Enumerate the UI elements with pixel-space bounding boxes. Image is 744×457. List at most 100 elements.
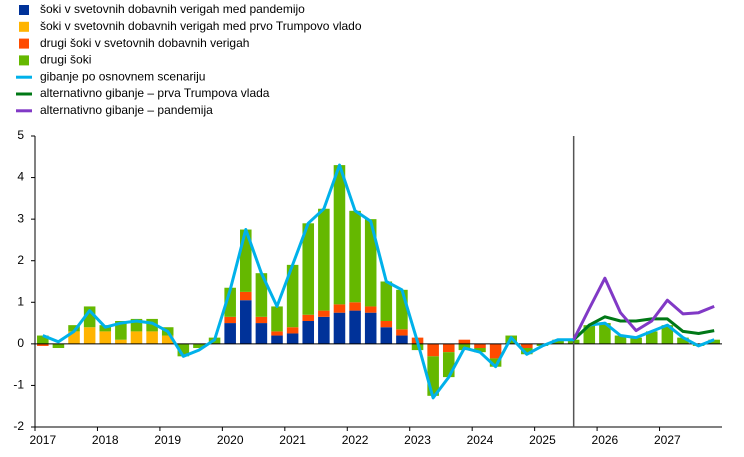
bar: [224, 316, 236, 324]
bar: [364, 312, 377, 344]
bar: [333, 304, 346, 313]
bar: [193, 343, 205, 349]
bar: [37, 343, 49, 346]
bar: [146, 331, 158, 344]
legend-swatch: [19, 21, 29, 32]
legend-swatch: [19, 5, 29, 15]
bar: [349, 302, 361, 311]
bar: [224, 323, 236, 344]
bar: [302, 314, 315, 321]
bar: [115, 320, 127, 340]
bar: [489, 343, 502, 359]
bar: [240, 229, 252, 292]
bar: [115, 339, 127, 344]
bar: [396, 289, 408, 330]
bar: [630, 337, 642, 344]
x-tick-label: 2020: [217, 433, 244, 447]
bar: [83, 327, 96, 344]
bar: [427, 343, 439, 357]
x-tick-label: 2019: [154, 433, 181, 447]
x-tick-label: 2025: [529, 433, 556, 447]
y-tick-label: 3: [17, 211, 24, 225]
bar: [83, 306, 96, 328]
bar: [396, 329, 408, 336]
bar: [318, 316, 330, 344]
line: [572, 315, 715, 341]
bar: [380, 327, 393, 344]
bar: [318, 208, 330, 311]
x-tick-label: 2024: [467, 433, 494, 447]
bar: [349, 210, 361, 303]
y-tick-label: 4: [17, 170, 24, 184]
bar: [318, 310, 330, 317]
x-tick-label: 2026: [592, 433, 619, 447]
bar: [521, 348, 533, 355]
bar: [364, 219, 377, 307]
x-tick-label: 2018: [92, 433, 119, 447]
bar: [333, 165, 346, 305]
bar: [286, 264, 299, 328]
bar: [68, 331, 80, 344]
bar: [489, 358, 502, 367]
bar: [442, 352, 455, 378]
legend-label: drugi šoki: [40, 53, 91, 67]
bar: [521, 343, 533, 349]
y-tick-label: -1: [13, 378, 24, 392]
bar: [583, 325, 596, 344]
bar: [349, 310, 361, 344]
bar: [130, 331, 143, 344]
bar: [130, 318, 143, 332]
bar: [271, 331, 283, 336]
bar: [645, 331, 658, 344]
bar: [271, 306, 283, 332]
bar: [52, 343, 65, 349]
legend-label: drugi šoki v svetovnih dobavnih verigah: [40, 36, 249, 50]
bar: [614, 335, 627, 344]
y-tick-label: 2: [17, 253, 24, 267]
bar: [552, 339, 564, 344]
bar: [474, 348, 486, 353]
bar: [380, 281, 393, 321]
line: [572, 276, 715, 341]
legend-swatch: [19, 55, 29, 66]
y-tick-label: 1: [17, 294, 24, 308]
legend-label: alternativno gibanje – prva Trumpova vla…: [40, 86, 270, 100]
x-tick-label: 2022: [342, 433, 369, 447]
line: [42, 163, 715, 400]
bar: [255, 273, 268, 317]
bar: [240, 291, 252, 301]
bar: [442, 343, 455, 353]
bar: [302, 320, 315, 344]
bar: [224, 287, 236, 317]
bar: [364, 306, 377, 313]
bar: [161, 335, 174, 344]
bar: [68, 325, 80, 332]
legend-swatch: [19, 38, 29, 49]
y-tick-label: 0: [17, 336, 24, 350]
bar: [240, 300, 252, 344]
bar: [99, 331, 112, 344]
y-tick-label: -2: [13, 419, 24, 433]
x-tick-label: 2023: [404, 433, 431, 447]
bar: [708, 339, 720, 344]
bar: [380, 320, 393, 328]
x-tick-label: 2021: [279, 433, 306, 447]
bar: [255, 316, 268, 324]
bar: [333, 312, 346, 344]
bar: [255, 323, 268, 344]
bar: [37, 335, 49, 344]
bar: [271, 335, 283, 344]
legend-label: šoki v svetovnih dobavnih verigah med pr…: [40, 19, 362, 33]
bar: [661, 325, 674, 344]
bar: [286, 333, 299, 344]
legend-label: alternativno gibanje – pandemija: [40, 103, 213, 117]
bar: [302, 223, 315, 315]
bar: [396, 335, 408, 344]
bar: [599, 323, 611, 344]
bar: [146, 318, 158, 332]
x-tick-label: 2027: [654, 433, 681, 447]
legend-label: šoki v svetovnih dobavnih verigah med pa…: [40, 2, 305, 16]
x-tick-label: 2017: [29, 433, 56, 447]
bar: [677, 337, 689, 344]
